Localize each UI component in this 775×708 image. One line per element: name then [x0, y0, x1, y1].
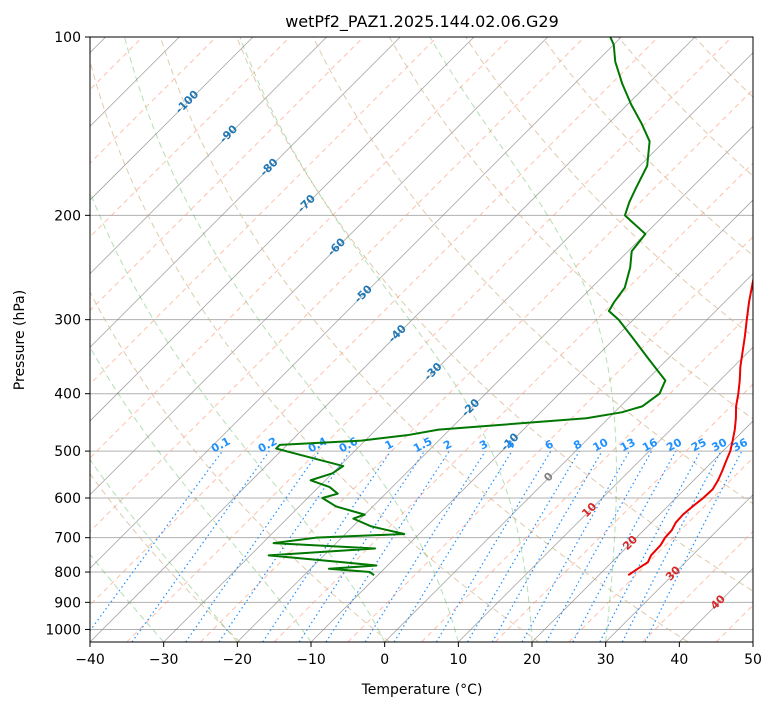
mixing-ratio-label: 10: [591, 435, 611, 454]
isotherm-line: [384, 273, 753, 642]
dry-adiabat-line: [312, 37, 753, 505]
moist-adiabat-line: [239, 37, 533, 642]
y-tick-label: 200: [54, 208, 81, 224]
x-tick-label: 20: [523, 652, 541, 668]
dry-adiabat-line: [465, 37, 753, 337]
dry-adiabat-line: [159, 37, 689, 642]
isotherm-line: [531, 420, 753, 642]
mixing-ratio-line: [364, 450, 486, 642]
reference-isotherm-line: [90, 37, 659, 606]
x-tick-label: −20: [223, 652, 253, 668]
isotherm-line: [237, 125, 753, 642]
x-tick-label: −30: [149, 652, 179, 668]
moist-adiabat-line: [90, 458, 238, 642]
x-tick-label: 50: [744, 652, 762, 668]
reference-isotherm-line: [90, 37, 438, 385]
reference-isotherm-line: [90, 37, 291, 238]
y-tick-label: 900: [54, 595, 81, 611]
mixing-ratio-label: 36: [730, 436, 750, 455]
isotherm-line: [90, 37, 475, 422]
mixing-ratio-line: [218, 450, 351, 642]
isotherm-line: [90, 37, 548, 496]
x-tick-label: 10: [449, 652, 467, 668]
isotherm-line: [90, 37, 254, 201]
mixing-ratio-line: [599, 450, 702, 642]
mixing-ratio-line: [185, 450, 320, 642]
x-tick-label: 0: [380, 652, 389, 668]
mixing-ratio-line: [466, 450, 580, 642]
mixing-ratio-label: 25: [689, 436, 709, 455]
y-tick-label: 300: [54, 313, 81, 329]
reference-isotherm-line: [273, 162, 753, 642]
mixing-ratio-line: [325, 450, 450, 642]
reference-isotherm-line: [90, 37, 512, 459]
reference-isotherm-line: [421, 309, 753, 642]
dry-adiabat-line: [236, 37, 753, 592]
mixing-ratio-label: 20: [664, 435, 684, 454]
chart-title: wetPf2_PAZ1.2025.144.02.06.G29: [285, 12, 559, 32]
moist-adiabat-line: [124, 37, 459, 642]
isotherm-line: [163, 52, 753, 642]
dry-adiabat-line: [90, 59, 540, 642]
reference-isotherm-line: [200, 88, 753, 642]
mixing-ratio-line: [435, 450, 552, 642]
isotherm-line: [90, 37, 696, 642]
mixing-ratio-line: [262, 450, 392, 642]
mixing-ratio-line: [298, 450, 425, 642]
moist-adiabat-line: [429, 37, 617, 642]
y-tick-label: 700: [54, 531, 81, 547]
mixing-ratio-line: [131, 450, 270, 642]
plot-frame: [89, 36, 754, 643]
x-tick-label: 30: [597, 652, 615, 668]
isotherm-line: [90, 37, 401, 348]
x-tick-label: −40: [75, 652, 105, 668]
y-axis-label: Pressure (hPa): [12, 290, 28, 390]
isotherm-line: [605, 494, 753, 642]
mixing-ratio-line: [393, 450, 513, 642]
x-tick-label: −10: [296, 652, 326, 668]
mixing-ratio-label: 13: [618, 436, 638, 455]
mixing-ratio-label: 30: [710, 436, 730, 455]
dry-adiabat-line: [90, 472, 241, 642]
isotherm-line: [90, 37, 622, 569]
profile-series: [267, 37, 753, 577]
y-tick-label: 600: [54, 491, 81, 507]
y-tick-label: 500: [54, 444, 81, 460]
isotherm-line: [310, 199, 753, 642]
dry-adiabat-line: [90, 291, 390, 642]
mixing-ratio-label: 16: [640, 436, 660, 455]
y-tick-label: 800: [54, 565, 81, 581]
y-tick-label: 1000: [45, 622, 81, 638]
x-axis-label: Temperature (°C): [361, 682, 483, 698]
reference-isotherm-line: [90, 37, 217, 164]
reference-isotherm-line: [90, 37, 364, 312]
isotherm-line: [458, 346, 753, 642]
reference-isotherm-line: [126, 37, 733, 642]
isotherm-line: [90, 37, 327, 275]
mixing-ratio-line: [572, 450, 677, 642]
dry-adiabat-line: [388, 37, 753, 420]
plot-background-lines: [90, 37, 753, 642]
reference-isotherm-line: [90, 37, 585, 533]
temperature-profile-line: [627, 276, 753, 577]
axes: −40 −30 −20 −10 0 10 20 30 40 50 100 200 300 400 500 60…: [45, 30, 762, 668]
y-tick-label: 400: [54, 387, 81, 403]
y-tick-label: 100: [54, 30, 81, 46]
moist-adiabat-line: [90, 190, 386, 642]
dewpoint-profile-line: [267, 37, 667, 577]
x-tick-label: 40: [670, 652, 688, 668]
